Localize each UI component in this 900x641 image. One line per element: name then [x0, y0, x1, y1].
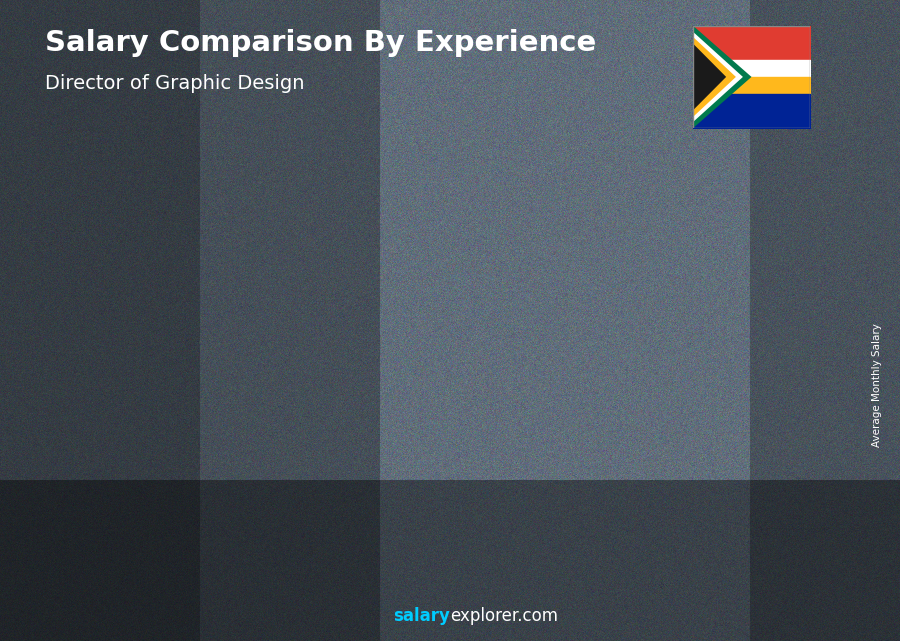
- Text: 42,000 ZAR: 42,000 ZAR: [548, 249, 617, 262]
- Text: 5 to 10: 5 to 10: [345, 592, 400, 606]
- Polygon shape: [693, 26, 752, 128]
- Polygon shape: [161, 427, 176, 558]
- Text: 31,600 ZAR: 31,600 ZAR: [303, 320, 373, 333]
- Polygon shape: [461, 279, 543, 288]
- Text: 22,900 ZAR: 22,900 ZAR: [181, 380, 250, 393]
- Polygon shape: [338, 332, 420, 340]
- Polygon shape: [773, 241, 788, 558]
- Polygon shape: [583, 260, 665, 269]
- Text: +38%: +38%: [270, 292, 328, 310]
- Text: Director of Graphic Design: Director of Graphic Design: [45, 74, 304, 93]
- Text: explorer.com: explorer.com: [450, 607, 558, 625]
- Polygon shape: [693, 37, 736, 117]
- Text: 10 to 15: 10 to 15: [462, 592, 526, 606]
- Text: 39,200 ZAR: 39,200 ZAR: [426, 268, 495, 281]
- Polygon shape: [284, 392, 298, 558]
- Polygon shape: [216, 392, 298, 400]
- Text: 2 to 5: 2 to 5: [227, 592, 273, 606]
- Text: 17,800 ZAR: 17,800 ZAR: [58, 415, 128, 428]
- Polygon shape: [528, 279, 543, 558]
- Text: 20+ Years: 20+ Years: [699, 592, 778, 606]
- Polygon shape: [406, 332, 420, 558]
- Text: < 2 Years: < 2 Years: [90, 592, 165, 606]
- Polygon shape: [693, 32, 742, 122]
- Text: 44,800 ZAR: 44,800 ZAR: [670, 229, 739, 242]
- Polygon shape: [706, 241, 788, 249]
- Polygon shape: [94, 427, 176, 435]
- Text: Average Monthly Salary: Average Monthly Salary: [872, 322, 883, 447]
- Text: 15 to 20: 15 to 20: [584, 592, 649, 606]
- Text: +29%: +29%: [148, 351, 205, 369]
- Text: Salary Comparison By Experience: Salary Comparison By Experience: [45, 29, 596, 57]
- Text: +7%: +7%: [643, 206, 689, 224]
- Polygon shape: [693, 44, 726, 110]
- Text: +7%: +7%: [520, 224, 566, 242]
- Text: +24%: +24%: [392, 242, 450, 260]
- Polygon shape: [651, 260, 665, 558]
- Text: salary: salary: [393, 607, 450, 625]
